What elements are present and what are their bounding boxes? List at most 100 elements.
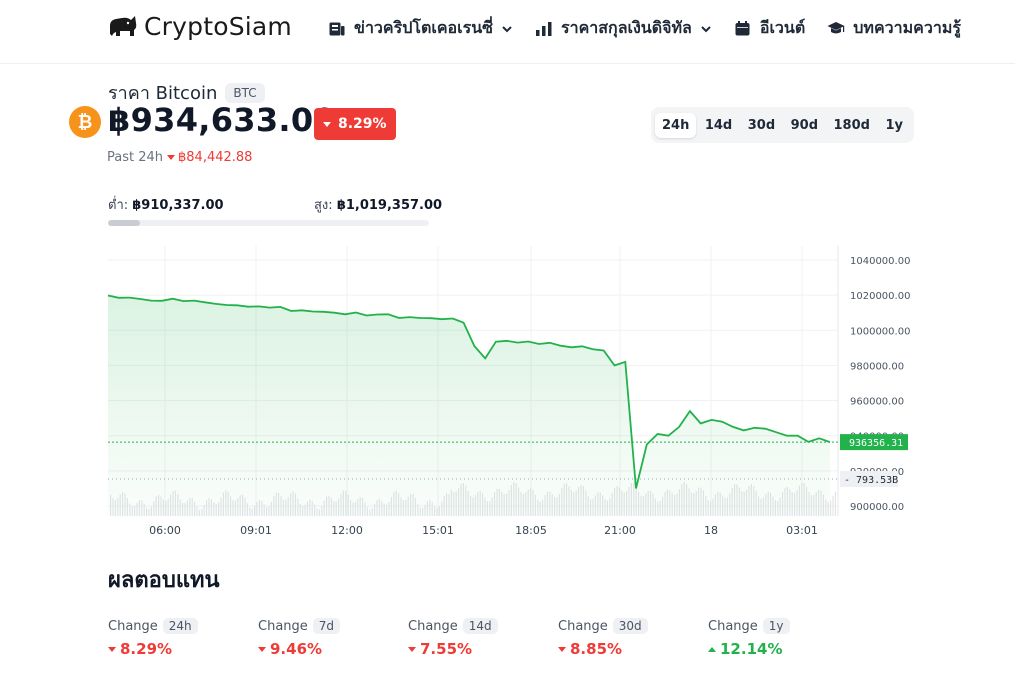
x-tick-label: 09:01 [240, 524, 272, 537]
performance-label: Change 7d [258, 618, 408, 634]
low-label: ต่ำ: [108, 198, 129, 213]
range-tab-24h[interactable]: 24h [655, 112, 697, 138]
nav-label-prices: ราคาสกุลเงินดิจิทัล [560, 18, 692, 37]
y-tick-label: 1020000.00 [850, 291, 910, 302]
news-icon [328, 20, 346, 38]
performance-item-24h: Change 24h 8.29% [108, 618, 258, 658]
nav-item-news[interactable]: ข่าวคริปโตเคอเรนซี่ [328, 16, 513, 41]
performance-item-1y: Change 1y 12.14% [708, 618, 858, 658]
y-tick-label: 1040000.00 [850, 256, 910, 267]
current-price-label: 936356.31 [849, 438, 903, 449]
performance-period: 30d [612, 618, 648, 634]
performance-value-text: 12.14% [720, 640, 783, 658]
nav-label-knowledge: บทความความรู้ [853, 18, 961, 37]
graduation-cap-icon [827, 20, 845, 38]
performance-item-7d: Change 7d 9.46% [258, 618, 408, 658]
performance-label-text: Change [558, 618, 608, 634]
performance-value-text: 8.29% [120, 640, 173, 658]
nav-item-prices[interactable]: ราคาสกุลเงินดิจิทัล [535, 16, 712, 41]
performance-period: 14d [462, 618, 498, 634]
performance-label-text: Change [258, 618, 308, 634]
high-value: ฿1,019,357.00 [336, 198, 443, 213]
performance-value-text: 7.55% [420, 640, 473, 658]
chevron-down-icon [701, 25, 711, 32]
volume-bar [834, 491, 836, 516]
x-tick-label: 12:00 [331, 524, 363, 537]
site-header: CryptoSiam ข่าวคริปโตเคอเรนซี่ ราคาสกุลเ… [0, 0, 1015, 64]
low-price: ต่ำ: ฿910,337.00 [108, 194, 224, 215]
y-tick-label: 960000.00 [850, 397, 904, 408]
past-change-value: ฿84,442.88 [178, 150, 253, 165]
range-tab-14d[interactable]: 14d [704, 117, 733, 133]
x-tick-label: 21:00 [604, 524, 636, 537]
range-tab-90d[interactable]: 90d [790, 117, 819, 133]
bitcoin-icon: ₿ [69, 106, 101, 138]
change-badge: 8.29% [314, 108, 396, 140]
performance-period: 24h [162, 618, 198, 634]
range-tab-1y[interactable]: 1y [885, 117, 903, 133]
arrow-down-icon [167, 155, 176, 160]
current-price-tag [840, 434, 908, 451]
low-high-bar [108, 220, 429, 226]
performance-label: Change 30d [558, 618, 708, 634]
page-title: ราคา Bitcoin [108, 83, 218, 104]
chevron-down-icon [502, 25, 512, 32]
arrow-down-icon [558, 646, 566, 652]
price-chart-svg[interactable]: 1040000.00 1020000.00 1000000.00 980000.00 9… [0, 236, 1015, 546]
arrow-down-icon [108, 646, 116, 652]
past-label: Past 24h [107, 150, 164, 165]
performance-period: 7d [312, 618, 341, 634]
past-24h-change: Past 24h ฿84,442.88 [107, 150, 252, 165]
x-tick-label: 18 [704, 524, 718, 537]
range-tabs: 24h 14d 30d 90d 180d 1y [651, 107, 914, 143]
performance-value-text: 8.85% [570, 640, 623, 658]
volume-bar [830, 500, 832, 516]
range-tab-180d[interactable]: 180d [833, 117, 870, 133]
coin-title-row: ราคา Bitcoin BTC [108, 78, 265, 107]
performance-item-30d: Change 30d 8.85% [558, 618, 708, 658]
y-tick-label: 980000.00 [850, 361, 904, 372]
symbol-badge: BTC [225, 82, 265, 103]
performance-value: 7.55% [408, 640, 558, 658]
nav-label-events: อีเวนต์ [759, 18, 806, 37]
performance-value: 8.85% [558, 640, 708, 658]
performance-item-14d: Change 14d 7.55% [408, 618, 558, 658]
x-tick-label: 18:05 [515, 524, 547, 537]
performance-value: 8.29% [108, 640, 258, 658]
nav-item-events[interactable]: อีเวนต์ [734, 16, 805, 41]
performance-label: Change 24h [108, 618, 258, 634]
performance-label: Change 14d [408, 618, 558, 634]
high-label: สูง: [314, 198, 333, 213]
performance-label-text: Change [108, 618, 158, 634]
price-line [107, 294, 831, 489]
performance-value-text: 9.46% [270, 640, 323, 658]
volume-tag [840, 471, 898, 487]
performance-period: 1y [762, 618, 790, 634]
price-chart[interactable]: 1040000.00 1020000.00 1000000.00 980000.00 9… [0, 236, 1015, 546]
past-change-value-wrap: ฿84,442.88 [167, 150, 252, 165]
bar-chart-icon [535, 20, 553, 38]
performance-label: Change 1y [708, 618, 858, 634]
site-logo[interactable]: CryptoSiam [108, 12, 292, 41]
nav-label-news: ข่าวคริปโตเคอเรนซี่ [354, 18, 493, 37]
calendar-icon [734, 20, 752, 38]
performance-row: Change 24h 8.29% Change 7d 9.46% Change 14d 7.55… [108, 618, 858, 658]
performance-label-text: Change [708, 618, 758, 634]
x-tick-label: 06:00 [149, 524, 181, 537]
x-tick-label: 15:01 [422, 524, 454, 537]
volume-bar [832, 495, 834, 516]
main-nav: ข่าวคริปโตเคอเรนซี่ ราคาสกุลเงินดิจิทัล … [328, 16, 983, 41]
x-tick-label: 03:01 [786, 524, 818, 537]
price-area [108, 295, 830, 516]
change-badge-value: 8.29% [338, 116, 387, 132]
nav-item-knowledge[interactable]: บทความความรู้ [827, 16, 961, 41]
low-high-bar-fill [108, 220, 141, 226]
logo-text: CryptoSiam [144, 12, 292, 41]
performance-value: 9.46% [258, 640, 408, 658]
high-price: สูง: ฿1,019,357.00 [314, 194, 442, 215]
range-tab-30d[interactable]: 30d [747, 117, 776, 133]
performance-title: ผลตอบแทน [108, 568, 220, 593]
low-value: ฿910,337.00 [132, 198, 224, 213]
arrow-down-icon [258, 646, 266, 652]
arrow-up-icon [708, 646, 716, 652]
